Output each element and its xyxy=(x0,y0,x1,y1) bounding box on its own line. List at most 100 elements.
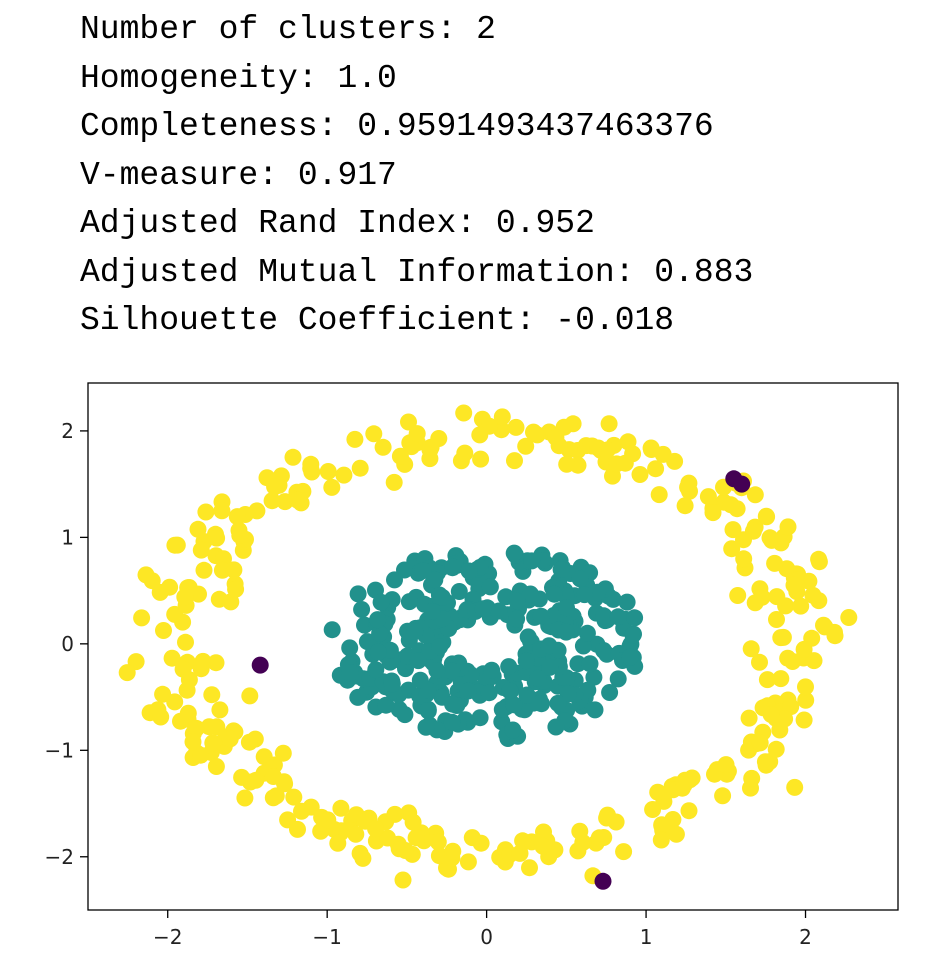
outer-cluster-point xyxy=(385,473,403,491)
metric-label: V-measure xyxy=(80,156,259,194)
metric-ami: Adjusted Mutual Information: 0.883 xyxy=(80,253,754,291)
outer-cluster-point xyxy=(511,844,529,862)
outer-cluster-point xyxy=(795,711,813,729)
outer-cluster-point xyxy=(329,834,347,852)
outer-cluster-point xyxy=(729,587,747,604)
outer-cluster-point xyxy=(757,507,775,525)
inner-cluster-point xyxy=(426,571,444,589)
outer-cluster-point xyxy=(319,811,337,829)
inner-cluster-point xyxy=(585,668,603,686)
outer-cluster-point xyxy=(772,629,790,647)
inner-cluster-point xyxy=(609,670,627,688)
outer-cluster-point xyxy=(208,529,226,547)
outer-cluster-point xyxy=(430,847,448,865)
outer-cluster-point xyxy=(247,771,265,789)
outer-cluster-point xyxy=(429,833,447,851)
inner-cluster-point xyxy=(369,611,387,629)
outer-cluster-point xyxy=(456,444,474,462)
metric-label: Homogeneity xyxy=(80,59,298,97)
noise-point xyxy=(733,475,751,493)
outer-cluster-point xyxy=(676,497,694,515)
outer-cluster-point xyxy=(804,586,822,604)
y-tick-label: −1 xyxy=(45,738,74,762)
outer-cluster-point xyxy=(365,425,383,443)
outer-cluster-point xyxy=(207,758,225,775)
inner-cluster-point xyxy=(517,652,535,670)
outer-cluster-point xyxy=(779,518,797,536)
metric-ari: Adjusted Rand Index: 0.952 xyxy=(80,205,595,242)
metric-v-measure: V-measure: 0.917 xyxy=(80,156,397,194)
inner-cluster-point xyxy=(541,658,559,676)
inner-cluster-point xyxy=(341,664,359,682)
outer-cluster-point xyxy=(797,691,815,709)
inner-cluster-point xyxy=(414,562,432,580)
outer-cluster-point xyxy=(616,454,634,472)
outer-cluster-point xyxy=(675,776,693,794)
outer-cluster-point xyxy=(264,768,282,785)
outer-cluster-point xyxy=(394,871,412,889)
inner-cluster-point xyxy=(377,696,395,714)
metric-value: 0.952 xyxy=(495,205,595,242)
inner-cluster-point xyxy=(450,583,468,600)
x-tick-label: −2 xyxy=(153,925,182,949)
outer-cluster-point xyxy=(649,783,667,801)
outer-cluster-point xyxy=(680,802,698,820)
outer-cluster-point xyxy=(514,832,532,850)
inner-cluster-point xyxy=(444,695,462,713)
outer-cluster-point xyxy=(197,503,215,521)
outer-cluster-point xyxy=(768,588,786,606)
outer-cluster-point xyxy=(118,664,136,682)
metric-label: Completeness xyxy=(80,108,318,145)
inner-cluster-point xyxy=(569,655,587,673)
outer-cluster-point xyxy=(354,849,372,867)
outer-cluster-point xyxy=(647,460,665,478)
outer-cluster-point xyxy=(137,566,155,584)
outer-cluster-point xyxy=(193,656,211,674)
inner-cluster-point xyxy=(396,561,413,579)
inner-cluster-point xyxy=(367,661,385,679)
inner-cluster-point xyxy=(545,585,563,603)
outer-cluster-point xyxy=(225,561,243,579)
outer-cluster-point xyxy=(607,813,625,831)
inner-cluster-point xyxy=(369,643,387,661)
outer-cluster-point xyxy=(471,426,489,444)
inner-cluster-point xyxy=(481,578,499,596)
outer-cluster-point xyxy=(221,730,239,748)
inner-cluster-point xyxy=(552,561,570,578)
outer-cluster-point xyxy=(263,492,281,510)
inner-cluster-point xyxy=(609,608,627,626)
outer-cluster-point xyxy=(190,585,207,603)
outer-cluster-point xyxy=(231,526,249,544)
outer-cluster-point xyxy=(704,504,722,522)
outer-cluster-point xyxy=(241,687,259,705)
outer-cluster-point xyxy=(600,415,618,433)
inner-cluster-point xyxy=(480,684,498,702)
outer-cluster-point xyxy=(772,670,790,688)
inner-cluster-point xyxy=(547,718,565,736)
metric-value: 2 xyxy=(476,11,496,48)
outer-cluster-point xyxy=(396,842,414,859)
outer-cluster-point xyxy=(285,788,303,806)
inner-cluster-point xyxy=(626,609,644,627)
inner-cluster-point xyxy=(504,721,522,739)
outer-cluster-point xyxy=(735,531,752,549)
inner-cluster-point xyxy=(428,662,446,679)
inner-cluster-point xyxy=(400,593,418,611)
outer-cluster-point xyxy=(319,463,337,480)
outer-cluster-point xyxy=(767,740,785,758)
outer-cluster-point xyxy=(228,508,246,526)
outer-cluster-point xyxy=(574,834,592,851)
outer-cluster-point xyxy=(666,452,684,470)
outer-cluster-point xyxy=(615,843,633,861)
inner-cluster-point xyxy=(508,592,526,610)
inner-cluster-point xyxy=(459,682,477,700)
inner-cluster-point xyxy=(521,585,539,603)
outer-cluster-point xyxy=(650,486,668,504)
inner-cluster-point xyxy=(505,544,523,562)
outer-cluster-point xyxy=(161,578,179,596)
inner-cluster-point xyxy=(500,658,518,676)
outer-cluster-point xyxy=(276,493,294,511)
outer-cluster-point xyxy=(746,594,764,612)
outer-cluster-point xyxy=(751,734,769,752)
